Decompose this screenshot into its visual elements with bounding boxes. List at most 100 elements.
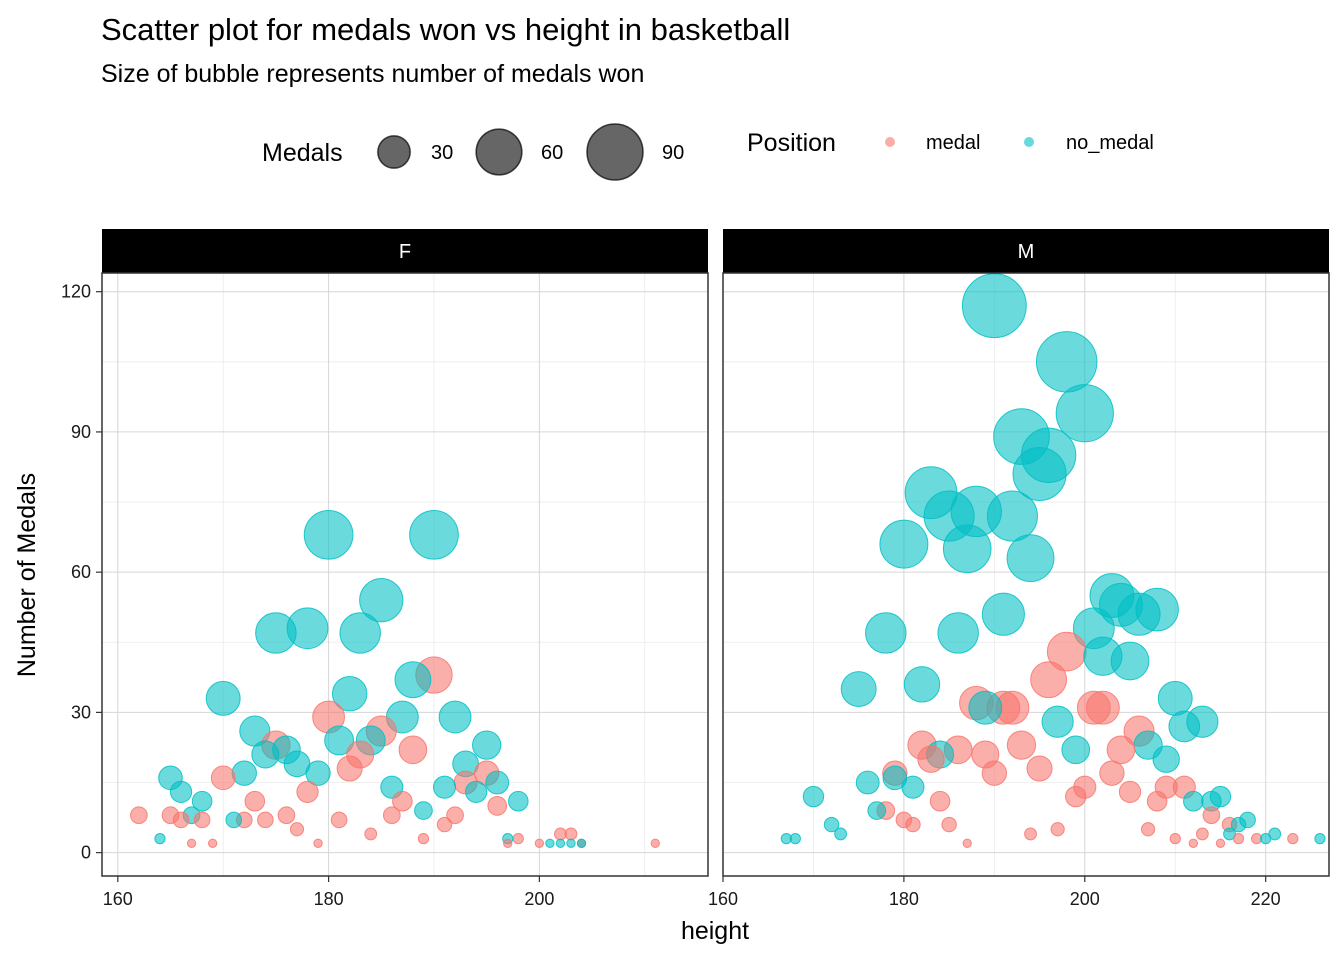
point-no_medal (961, 273, 1027, 339)
point-no_medal (485, 770, 510, 795)
point-no_medal (231, 760, 257, 786)
point-medal (1188, 838, 1199, 848)
point-medal (917, 745, 945, 773)
point-medal (554, 827, 567, 841)
point-no_medal (331, 675, 368, 712)
point-medal (487, 796, 508, 816)
point-no_medal (823, 816, 840, 833)
point-medal (941, 816, 957, 833)
chart-subtitle: Size of bubble represents number of meda… (101, 60, 644, 88)
point-no_medal (901, 775, 925, 799)
x-tick-label: 180 (889, 889, 919, 909)
point-medal (382, 806, 401, 825)
point-no_medal (359, 578, 404, 623)
size-legend-title: Medals (262, 139, 343, 167)
size-legend-label: 30 (431, 142, 453, 164)
point-no_medal (576, 838, 587, 848)
point-medal (1287, 832, 1299, 845)
point-medal (436, 816, 453, 833)
x-tick-label: 200 (1070, 889, 1100, 909)
minor-grid (723, 273, 1329, 876)
point-no_medal (867, 801, 887, 820)
point-no_medal (251, 740, 280, 769)
panel-border (101, 272, 709, 877)
point-medal (929, 790, 951, 812)
point-no_medal (1314, 832, 1326, 845)
point-medal (210, 765, 236, 791)
point-no_medal (1223, 827, 1236, 841)
point-medal (336, 755, 363, 782)
point-no_medal (1012, 446, 1067, 502)
point-medal (1006, 730, 1037, 760)
major-grid (102, 273, 708, 876)
point-no_medal (1230, 816, 1247, 833)
panel-F: F 160 180 200 0 30 60 90 120 (61, 229, 709, 909)
point-medal (503, 838, 513, 848)
size-legend-key-30 (377, 135, 411, 169)
point-medal (398, 735, 428, 765)
point-no_medal (555, 838, 566, 848)
facet-strip-label: F (399, 241, 411, 263)
point-no_medal (339, 612, 381, 654)
point-no_medal (1061, 735, 1091, 765)
point-medal (193, 811, 211, 829)
point-medal (1141, 822, 1156, 837)
point-medal (207, 838, 218, 848)
color-legend-title: Position (747, 129, 836, 157)
point-no_medal (834, 827, 847, 841)
point-medal (650, 838, 660, 848)
point-no_medal (154, 832, 166, 845)
point-medal (130, 806, 148, 825)
point-medal (313, 838, 323, 848)
x-axis-title: height (681, 917, 749, 945)
color-legend-key-no_medal (1024, 137, 1034, 147)
point-medal (1106, 735, 1136, 765)
y-tick-label: 60 (71, 562, 91, 582)
point-medal (296, 780, 319, 803)
point-no_medal (855, 770, 880, 795)
point-medal (1065, 785, 1087, 808)
color-legend-key-medal (885, 137, 895, 147)
point-medal (1030, 661, 1068, 699)
point-no_medal (255, 612, 297, 654)
point-no_medal (1260, 832, 1272, 845)
y-axis-title: Number of Medals (13, 473, 41, 677)
point-no_medal (1157, 680, 1193, 716)
point-medal (564, 827, 578, 841)
point-no_medal (802, 785, 825, 808)
point-no_medal (324, 725, 355, 756)
point-medal (1169, 832, 1181, 845)
point-no_medal (508, 790, 529, 812)
point-no_medal (472, 730, 502, 760)
point-medal (1050, 822, 1065, 837)
point-medal (1146, 790, 1168, 812)
color-legend-label: medal (926, 132, 980, 154)
panel-border (722, 272, 1330, 877)
point-no_medal (1152, 745, 1180, 773)
point-medal (1195, 827, 1209, 841)
point-medal (1232, 832, 1245, 845)
x-tick-label: 180 (314, 889, 344, 909)
point-medal (364, 827, 378, 841)
point-no_medal (1041, 705, 1074, 738)
size-legend-label: 60 (541, 142, 563, 164)
point-medal (1085, 690, 1120, 725)
point-no_medal (968, 690, 1003, 725)
point-no_medal (545, 838, 555, 848)
point-medal (905, 816, 921, 833)
point-no_medal (191, 790, 213, 812)
point-medal (186, 838, 197, 848)
point-medal (244, 790, 266, 812)
point-medal (1202, 806, 1221, 825)
point-no_medal (414, 801, 433, 820)
color-legend: medal no_medal (885, 132, 1154, 154)
y-tick-label: 120 (61, 282, 91, 302)
point-no_medal (789, 832, 801, 845)
point-no_medal (169, 780, 193, 803)
point-no_medal (566, 838, 576, 848)
point-no_medal (981, 592, 1025, 636)
y-tick-label: 30 (71, 702, 91, 722)
point-no_medal (225, 811, 243, 829)
point-no_medal (937, 612, 979, 654)
facet-strip-label: M (1018, 241, 1035, 263)
